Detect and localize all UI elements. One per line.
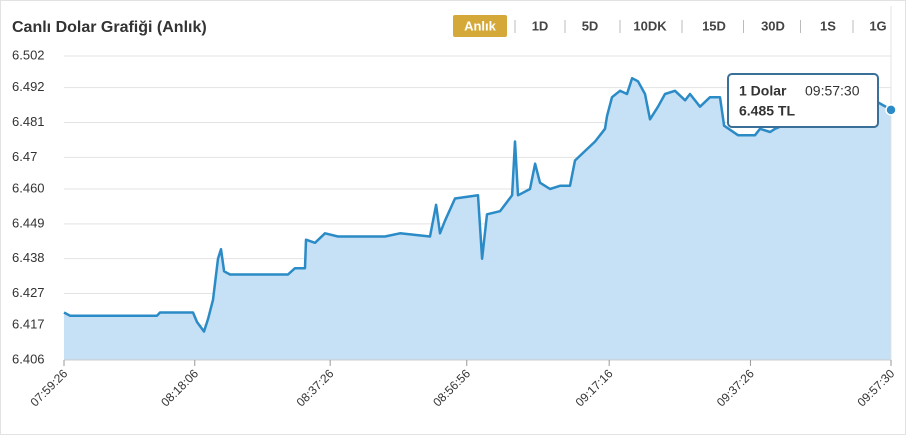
y-tick-label: 6.406	[12, 351, 45, 366]
y-tick-label: 6.481	[12, 114, 45, 129]
chart-title: Canlı Dolar Grafiği (Anlık)	[12, 19, 207, 36]
y-tick-label: 6.47	[12, 149, 37, 164]
line	[63, 76, 892, 333]
y-tick-label: 6.460	[12, 180, 45, 195]
tab[interactable]: 15D	[702, 18, 726, 33]
tab[interactable]: 1D	[532, 18, 549, 33]
y-tick-label: 6.417	[12, 317, 45, 332]
tooltip: 1 Dolar 09:57:30 6.485 TL	[727, 73, 879, 128]
tooltip-time: 09:57:30	[805, 83, 860, 99]
tooltip-title: 1 Dolar	[739, 83, 787, 99]
tab[interactable]: 1S	[820, 18, 836, 33]
tooltip-box	[727, 73, 879, 128]
tab[interactable]: 30D	[761, 18, 785, 33]
tab[interactable]: Anlık	[464, 18, 497, 33]
y-tick-label: 6.438	[12, 250, 45, 265]
y-tick-label: 6.449	[12, 215, 45, 230]
tab[interactable]: 5D	[582, 18, 599, 33]
y-tick-label: 6.427	[12, 285, 45, 300]
tab[interactable]: 10DK	[633, 18, 667, 33]
tooltip-value: 6.485 TL	[739, 103, 795, 119]
y-tick-label: 6.492	[12, 79, 45, 94]
tab-active-bg[interactable]	[453, 15, 507, 37]
y-tick-label: 6.502	[12, 47, 45, 62]
hover-point	[885, 104, 897, 116]
tab[interactable]: 1G	[869, 18, 886, 33]
area	[64, 78, 891, 360]
